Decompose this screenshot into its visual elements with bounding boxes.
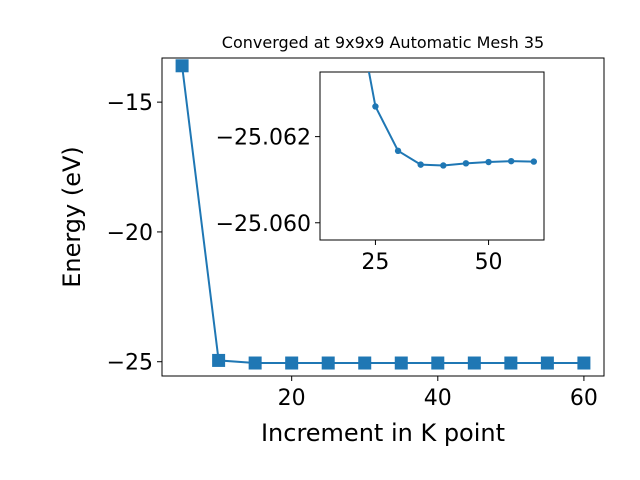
x-axis-label: Increment in K point — [261, 419, 505, 447]
y-axis-label: Energy (eV) — [58, 146, 86, 288]
main-data-point — [431, 356, 445, 370]
main-data-point — [504, 356, 518, 370]
inset-data-point — [372, 103, 379, 110]
main-x-tick-label: 40 — [424, 386, 452, 411]
inset-data-point — [394, 147, 402, 155]
main-data-point — [175, 59, 189, 73]
inset-data-point — [440, 162, 447, 169]
main-data-point — [358, 356, 372, 370]
main-data-point — [577, 356, 591, 370]
main-x-tick-label: 20 — [278, 386, 306, 411]
inset-y-tick-label: −25.060 — [216, 212, 311, 237]
inset-series-group — [367, 72, 538, 169]
main-y-tick-label: −20 — [107, 221, 153, 246]
main-data-point — [248, 356, 262, 370]
inset-data-point — [530, 158, 538, 165]
main-y-tick-label: −15 — [107, 91, 153, 116]
main-axis-ticks: 20 40 60 −15 −20 −25 — [107, 91, 598, 411]
main-series-group — [175, 59, 591, 370]
inset-x-tick-label: 25 — [361, 250, 389, 275]
inset-data-point — [507, 157, 515, 165]
main-y-tick-label: −25 — [107, 351, 153, 376]
main-data-point — [467, 356, 481, 370]
chart-title: Converged at 9x9x9 Automatic Mesh 35 — [222, 33, 544, 52]
inset-y-tick-label: −25.062 — [216, 126, 311, 151]
inset-data-point — [485, 158, 492, 166]
inset-plot-frame — [319, 71, 545, 241]
main-data-point — [321, 356, 335, 370]
inset-data-point — [462, 160, 470, 167]
inset-axis-ticks: 25 50 −25.062 −25.060 — [216, 126, 503, 275]
inset-x-tick-label: 50 — [475, 250, 503, 275]
main-data-point — [285, 356, 299, 370]
main-x-tick-label: 60 — [570, 386, 598, 411]
main-data-point — [212, 353, 226, 367]
main-data-point — [540, 356, 554, 370]
inset-data-point — [417, 161, 424, 168]
main-data-point — [394, 356, 408, 370]
